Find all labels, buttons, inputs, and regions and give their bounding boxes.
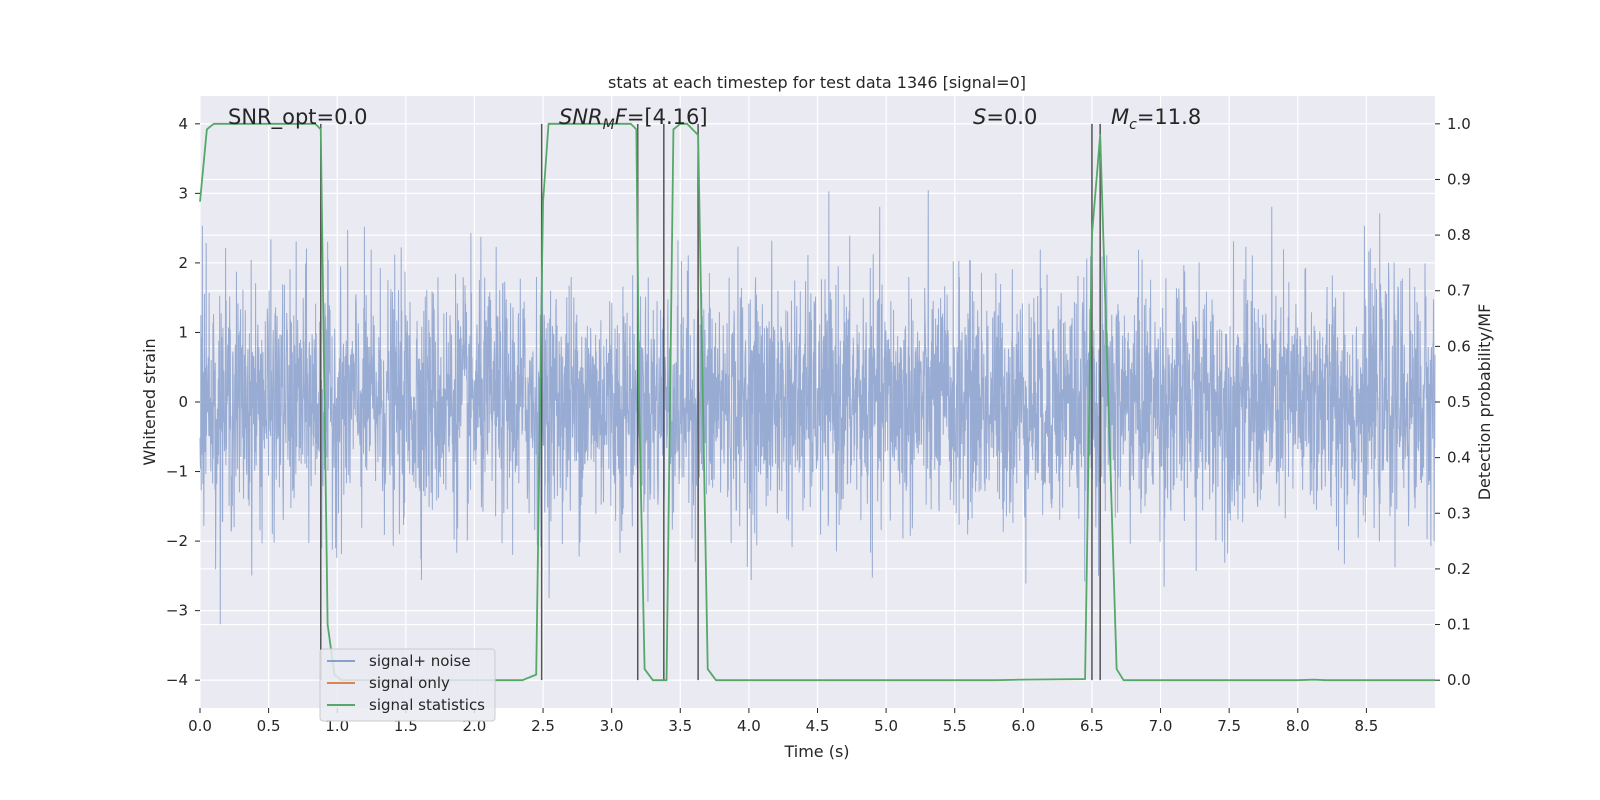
x-tick-label: 5.5 (943, 717, 967, 735)
y-right-axis-label: Detection probability/MF (1475, 304, 1494, 501)
y-left-tick-label: 2 (178, 254, 188, 272)
y-right-tick-label: 0.9 (1447, 170, 1471, 188)
y-left-tick-label: −2 (166, 532, 188, 550)
y-left-axis-ticks: 4 3 2 1 0 −1 −2 −3 −4 (166, 115, 200, 689)
x-tick-label: 4.0 (737, 717, 761, 735)
vertical-lines (320, 123, 1101, 681)
x-tick-label: 5.0 (874, 717, 898, 735)
y-left-tick-label: 1 (178, 323, 188, 341)
annotation-mc: Mc=11.8 (1111, 105, 1201, 133)
x-axis-label: Time (s) (783, 742, 849, 761)
legend-label-signal-only: signal only (369, 674, 450, 692)
x-tick-label: 4.5 (806, 717, 830, 735)
noise-line (199, 190, 1436, 625)
x-tick-label: 3.5 (668, 717, 692, 735)
y-right-tick-label: 0.6 (1447, 337, 1471, 355)
chart-title: stats at each timestep for test data 134… (608, 73, 1026, 92)
x-tick-label: 8.5 (1354, 717, 1378, 735)
y-left-tick-label: 3 (178, 184, 188, 202)
legend-label-signal-statistics: signal statistics (369, 696, 485, 714)
x-tick-label: 2.5 (531, 717, 555, 735)
y-left-tick-label: 4 (178, 115, 188, 133)
y-right-tick-label: 0.2 (1447, 560, 1471, 578)
series-signal-noise (199, 190, 1436, 625)
legend: signal+ noise signal only signal statist… (319, 648, 496, 722)
y-right-tick-label: 0.0 (1447, 671, 1471, 689)
x-tick-label: 6.5 (1080, 717, 1104, 735)
y-right-tick-label: 0.7 (1447, 282, 1471, 300)
y-right-tick-label: 0.8 (1447, 226, 1471, 244)
y-left-tick-label: 0 (178, 393, 188, 411)
y-left-tick-label: −1 (166, 463, 188, 481)
x-tick-label: 0.0 (188, 717, 212, 735)
y-right-tick-label: 0.5 (1447, 393, 1471, 411)
y-right-axis-ticks: 1.0 0.9 0.8 0.7 0.6 0.5 0.4 0.3 0.2 0.1 0.0 (1435, 115, 1471, 689)
y-right-tick-label: 0.3 (1447, 504, 1471, 522)
legend-box (319, 648, 496, 722)
y-left-tick-label: −4 (166, 671, 188, 689)
x-tick-label: 7.0 (1149, 717, 1173, 735)
x-tick-label: 8.0 (1286, 717, 1310, 735)
y-right-tick-label: 0.1 (1447, 616, 1471, 634)
annotation-snr-opt: SNR_opt=0.0 (228, 105, 368, 130)
x-tick-label: 7.5 (1217, 717, 1241, 735)
y-left-axis-label: Whitened strain (140, 338, 159, 465)
legend-label-signal-noise: signal+ noise (369, 652, 471, 670)
y-right-tick-label: 1.0 (1447, 115, 1471, 133)
y-right-tick-label: 0.4 (1447, 449, 1471, 467)
x-tick-label: 0.5 (257, 717, 281, 735)
annotation-snr-mf: SNRMF=[4.16] (559, 105, 708, 133)
x-tick-label: 3.0 (600, 717, 624, 735)
annotation-s: S=0.0 (973, 105, 1037, 129)
y-left-tick-label: −3 (166, 602, 188, 620)
x-tick-label: 6.0 (1011, 717, 1035, 735)
